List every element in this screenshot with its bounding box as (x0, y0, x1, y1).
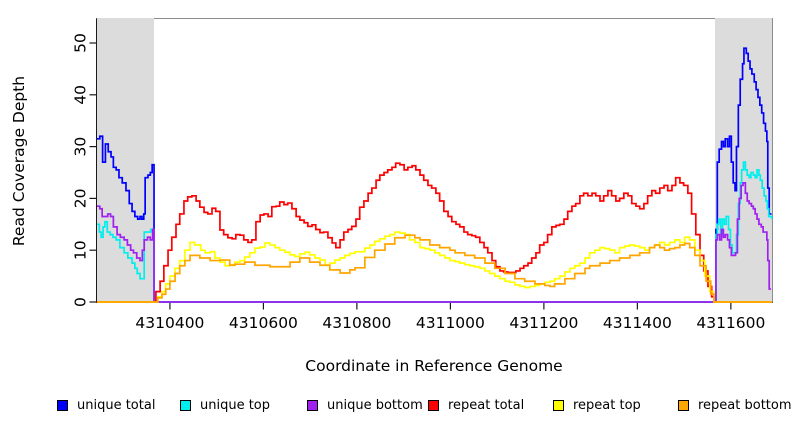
x-tick-label: 4310400 (135, 314, 204, 332)
y-tick-label: 10 (71, 240, 89, 260)
legend-label-repeat-top: repeat top (573, 397, 641, 413)
legend-item-repeat-total: repeat total (428, 397, 525, 413)
legend-label-unique-top: unique top (200, 397, 271, 413)
legend-swatch-repeat-top (553, 399, 564, 411)
y-tick-label: 30 (71, 137, 89, 157)
series-unique-total-line (97, 47, 772, 303)
y-tick-label: 50 (71, 33, 89, 53)
series-repeat-total-line (97, 162, 772, 303)
chart-layers: 4310400 4310600 4310800 4311000 4311200 43114… (71, 18, 773, 332)
legend-item-repeat-bottom: repeat bottom (678, 397, 792, 413)
y-tick-label: 0 (71, 297, 89, 307)
series-unique-top-line (97, 161, 773, 303)
series-group (97, 47, 773, 303)
legend-item-unique-top: unique top (180, 397, 271, 413)
legend-item-repeat-top: repeat top (553, 397, 641, 413)
y-axis-title: Read Coverage Depth (10, 76, 28, 246)
legend-swatch-repeat-bottom (678, 399, 689, 411)
legend-swatch-unique-total (57, 399, 68, 411)
legend-label-repeat-bottom: repeat bottom (698, 397, 792, 413)
series-unique-bottom-line (97, 182, 772, 303)
x-tick-label: 4311000 (416, 314, 485, 332)
legend-swatch-unique-bottom (307, 399, 318, 411)
y-tick-label: 40 (71, 85, 89, 105)
shaded-region-2 (714, 18, 772, 303)
chart-legend: unique total unique top unique bottom repea… (0, 398, 792, 414)
x-tick-label: 4311600 (696, 314, 765, 332)
series-repeat-top-line (97, 231, 772, 303)
x-tick-label: 4310800 (322, 314, 391, 332)
x-tick-label: 4310600 (229, 314, 298, 332)
x-tick-label: 4311400 (603, 314, 672, 332)
plot-border (96, 18, 773, 303)
legend-label-repeat-total: repeat total (448, 397, 525, 413)
y-tick-label: 20 (71, 189, 89, 209)
legend-item-unique-total: unique total (57, 397, 156, 413)
x-tick-label: 4311200 (509, 314, 578, 332)
legend-swatch-repeat-total (428, 399, 439, 411)
legend-swatch-unique-top (180, 399, 191, 411)
x-axis-title: Coordinate in Reference Genome (305, 357, 562, 375)
legend-label-unique-bottom: unique bottom (327, 397, 423, 413)
legend-item-unique-bottom: unique bottom (307, 397, 423, 413)
series-repeat-bottom-line (97, 234, 772, 303)
legend-label-unique-total: unique total (77, 397, 156, 413)
